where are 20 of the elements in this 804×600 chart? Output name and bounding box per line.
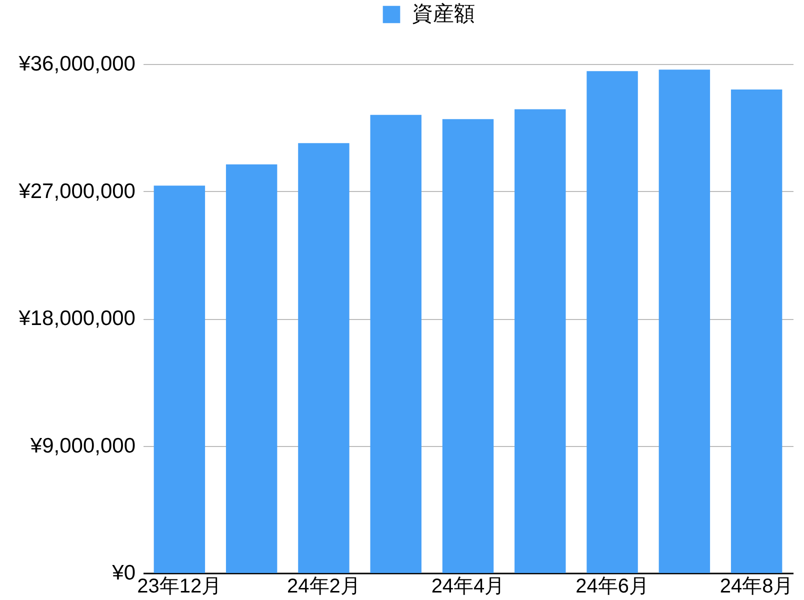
x-tick-label: 24年4月: [431, 576, 505, 598]
y-tick-label: ¥9,000,000: [29, 434, 136, 458]
bar: [586, 71, 638, 573]
y-tick-label: ¥18,000,000: [18, 307, 136, 330]
bar: [514, 109, 566, 573]
bar: [370, 114, 422, 573]
x-tick-label: 23年12月: [137, 576, 222, 598]
x-tick-label: 24年6月: [576, 576, 649, 598]
bar: [154, 186, 206, 573]
y-tick-label: ¥36,000,000: [18, 52, 136, 76]
y-tick-label: ¥0: [111, 562, 136, 584]
bar: [658, 70, 710, 573]
bar: [442, 119, 494, 573]
x-tick-label: 24年8月: [720, 576, 794, 598]
y-tick-label: ¥27,000,000: [18, 180, 136, 203]
bar: [226, 164, 278, 573]
bar: [298, 143, 350, 573]
bar: [730, 89, 782, 573]
legend-label: 資産額: [412, 2, 475, 26]
x-tick-label: 24年2月: [287, 576, 360, 598]
